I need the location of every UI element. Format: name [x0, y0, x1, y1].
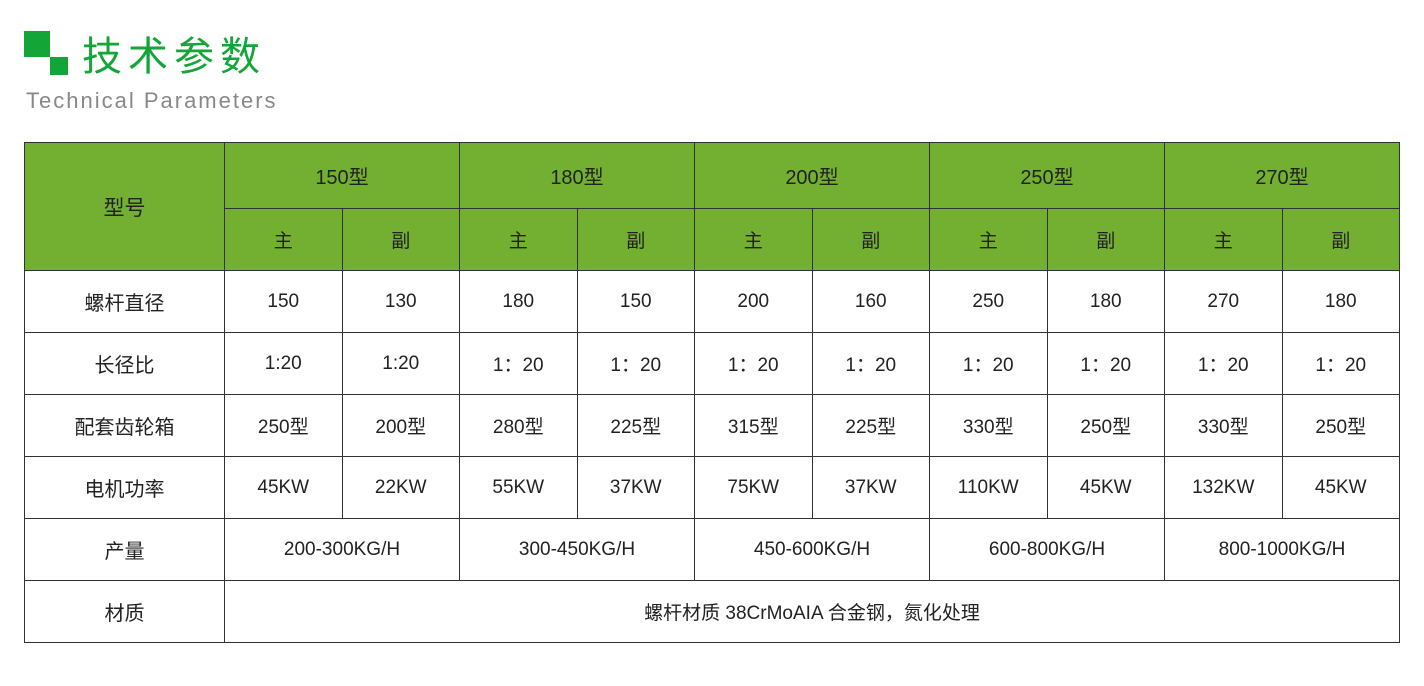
table-cell: 1:20: [225, 333, 343, 395]
table-cell: 200: [695, 271, 813, 333]
table-header-col: 200型: [695, 143, 930, 209]
table-cell: 600-800KG/H: [930, 519, 1165, 581]
parameters-table: 型号 150型 180型 200型 250型 270型 主 副 主 副 主 副 …: [24, 142, 1400, 643]
row-label: 产量: [25, 519, 225, 581]
table-cell: 250型: [225, 395, 343, 457]
row-label: 螺杆直径: [25, 271, 225, 333]
table-cell: 110KW: [930, 457, 1048, 519]
row-label: 电机功率: [25, 457, 225, 519]
table-cell: 1：20: [695, 333, 813, 395]
table-cell: 225型: [577, 395, 695, 457]
row-label: 长径比: [25, 333, 225, 395]
table-subheader: 主: [225, 209, 343, 271]
table-cell: 800-1000KG/H: [1165, 519, 1400, 581]
table-cell: 270: [1165, 271, 1283, 333]
table-cell: 1：20: [1282, 333, 1400, 395]
table-subheader: 主: [930, 209, 1048, 271]
table-cell: 1：20: [1047, 333, 1165, 395]
table-cell: 150: [577, 271, 695, 333]
table-cell: 1:20: [342, 333, 460, 395]
table-row: 电机功率45KW22KW55KW37KW75KW37KW110KW45KW132…: [25, 457, 1400, 519]
table-row: 配套齿轮箱250型200型280型225型315型225型330型250型330…: [25, 395, 1400, 457]
table-cell-material: 螺杆材质 38CrMoAIA 合金钢，氮化处理: [225, 581, 1400, 643]
table-subheader: 副: [812, 209, 930, 271]
table-cell: 280型: [460, 395, 578, 457]
table-cell: 315型: [695, 395, 813, 457]
table-header-col: 150型: [225, 143, 460, 209]
logo-icon: [24, 31, 68, 75]
table-cell: 250: [930, 271, 1048, 333]
table-subheader: 副: [342, 209, 460, 271]
table-cell: 1：20: [930, 333, 1048, 395]
table-row: 长径比1:201:201：201：201：201：201：201：201：201…: [25, 333, 1400, 395]
table-cell: 250型: [1047, 395, 1165, 457]
table-header-col: 250型: [930, 143, 1165, 209]
table-subheader: 副: [1047, 209, 1165, 271]
table-cell: 37KW: [812, 457, 930, 519]
table-cell: 180: [460, 271, 578, 333]
table-cell: 225型: [812, 395, 930, 457]
table-cell: 450-600KG/H: [695, 519, 930, 581]
table-cell: 330型: [930, 395, 1048, 457]
title-en: Technical Parameters: [26, 88, 1400, 114]
row-label: 材质: [25, 581, 225, 643]
table-cell: 1：20: [577, 333, 695, 395]
table-subheader: 主: [1165, 209, 1283, 271]
table-header-model: 型号: [25, 143, 225, 271]
table-cell: 55KW: [460, 457, 578, 519]
table-cell: 180: [1282, 271, 1400, 333]
table-header-col: 270型: [1165, 143, 1400, 209]
row-label: 配套齿轮箱: [25, 395, 225, 457]
table-subheader: 主: [695, 209, 813, 271]
table-cell: 330型: [1165, 395, 1283, 457]
table-subheader: 主: [460, 209, 578, 271]
table-subheader: 副: [1282, 209, 1400, 271]
table-cell: 45KW: [225, 457, 343, 519]
table-cell: 22KW: [342, 457, 460, 519]
table-cell: 200型: [342, 395, 460, 457]
table-cell: 150: [225, 271, 343, 333]
table-cell: 45KW: [1047, 457, 1165, 519]
table-cell: 75KW: [695, 457, 813, 519]
table-row-material: 材质螺杆材质 38CrMoAIA 合金钢，氮化处理: [25, 581, 1400, 643]
title-cn: 技术参数: [82, 24, 266, 82]
table-cell: 160: [812, 271, 930, 333]
table-cell: 45KW: [1282, 457, 1400, 519]
table-row-output: 产量200-300KG/H300-450KG/H450-600KG/H600-8…: [25, 519, 1400, 581]
table-cell: 132KW: [1165, 457, 1283, 519]
table-header-col: 180型: [460, 143, 695, 209]
table-cell: 250型: [1282, 395, 1400, 457]
table-cell: 1：20: [812, 333, 930, 395]
table-cell: 200-300KG/H: [225, 519, 460, 581]
table-row: 螺杆直径150130180150200160250180270180: [25, 271, 1400, 333]
table-cell: 300-450KG/H: [460, 519, 695, 581]
table-subheader: 副: [577, 209, 695, 271]
table-cell: 180: [1047, 271, 1165, 333]
table-cell: 130: [342, 271, 460, 333]
table-cell: 1：20: [1165, 333, 1283, 395]
table-cell: 1：20: [460, 333, 578, 395]
table-cell: 37KW: [577, 457, 695, 519]
page-header: 技术参数: [24, 24, 1400, 82]
